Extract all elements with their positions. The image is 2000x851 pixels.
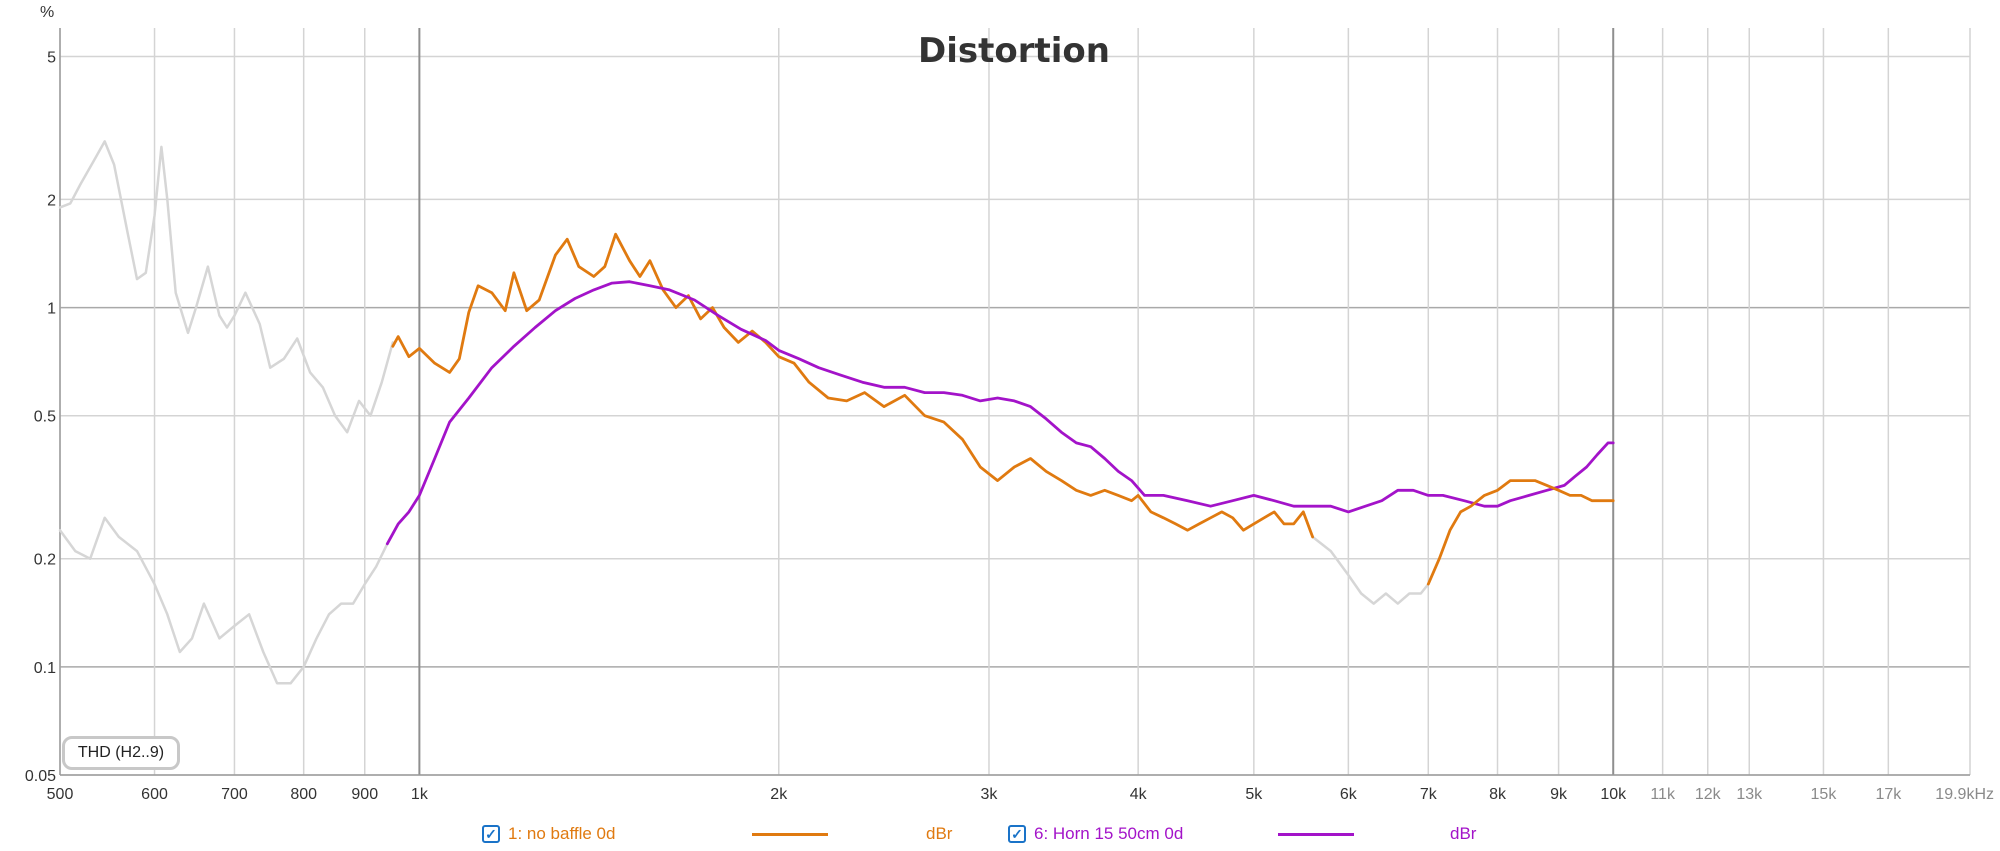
y-axis-ticks: 5 2 1 0.5 0.2 0.1 0.05	[25, 49, 56, 785]
legend-line-series-1	[752, 833, 828, 836]
legend-label-series-1: 1: no baffle 0d	[508, 824, 616, 843]
x-tick-label: 7k	[1420, 786, 1438, 803]
series-line-5	[1311, 535, 1430, 605]
y-tick-label: 1	[47, 301, 56, 318]
x-tick-label: 13k	[1736, 786, 1763, 803]
x-tick-label: 900	[351, 786, 378, 803]
x-axis-ticks: 500 600 700 800 900 1k 2k 3k 4k 5k 6k 7k 8k 9k 10k 11k 1…	[47, 786, 1994, 803]
y-tick-label: 0.1	[34, 660, 56, 677]
chart-background	[0, 0, 2000, 820]
series-line-3	[58, 140, 395, 434]
legend-item-series-6[interactable]: ✓ 6: Horn 15 50cm 0d	[1008, 820, 1183, 848]
legend: ✓ 1: no baffle 0d dBr ✓ 6: Horn 15 50cm …	[0, 820, 2000, 850]
x-tick-label: 1k	[411, 786, 429, 803]
y-tick-label: 0.2	[34, 552, 56, 569]
series-line-4	[58, 516, 389, 685]
y-tick-label: 0.5	[34, 409, 56, 426]
legend-line-series-6	[1278, 833, 1354, 836]
legend-label-series-6: 6: Horn 15 50cm 0d	[1034, 824, 1184, 843]
series-line-6	[1426, 479, 1615, 586]
series-line-2	[385, 280, 1615, 546]
x-tick-label: 19.9kHz	[1935, 786, 1994, 803]
legend-item-series-1[interactable]: ✓ 1: no baffle 0d	[482, 820, 615, 848]
thd-badge[interactable]: THD (H2..9)	[62, 736, 180, 770]
y-tick-label: 0.05	[25, 768, 56, 785]
x-tick-label: 3k	[981, 786, 999, 803]
checkbox-checked-icon[interactable]: ✓	[482, 825, 500, 843]
x-tick-label: 500	[47, 786, 74, 803]
y-axis-unit: %	[40, 4, 54, 21]
x-tick-label: 5k	[1245, 786, 1263, 803]
x-tick-label: 17k	[1875, 786, 1902, 803]
y-tick-label: 5	[47, 49, 56, 66]
x-tick-label: 9k	[1550, 786, 1568, 803]
x-tick-label: 11k	[1650, 786, 1676, 803]
y-tick-label: 2	[47, 192, 56, 209]
x-tick-label: 4k	[1130, 786, 1148, 803]
distortion-chart: 500 600 700 800 900 1k 2k 3k 4k 5k 6k 7k 8k 9k 10k 11k 1…	[0, 0, 2000, 820]
x-tick-label: 700	[221, 786, 248, 803]
x-tick-label: 8k	[1489, 786, 1507, 803]
legend-unit-series-6: dBr	[1450, 824, 1477, 843]
grid	[59, 28, 1971, 776]
thd-badge-label: THD (H2..9)	[77, 744, 165, 761]
x-tick-label: 12k	[1695, 786, 1722, 803]
x-tick-label: 10k	[1600, 786, 1627, 803]
chart-title: Distortion	[918, 31, 1110, 71]
series-line-1	[391, 232, 1314, 539]
legend-unit-series-1: dBr	[926, 824, 953, 843]
series-lines	[58, 140, 1615, 685]
checkbox-checked-icon[interactable]: ✓	[1008, 825, 1026, 843]
x-tick-label: 15k	[1811, 786, 1838, 803]
x-tick-label: 2k	[770, 786, 788, 803]
x-tick-label: 6k	[1340, 786, 1358, 803]
x-tick-label: 800	[290, 786, 317, 803]
x-tick-label: 600	[141, 786, 168, 803]
